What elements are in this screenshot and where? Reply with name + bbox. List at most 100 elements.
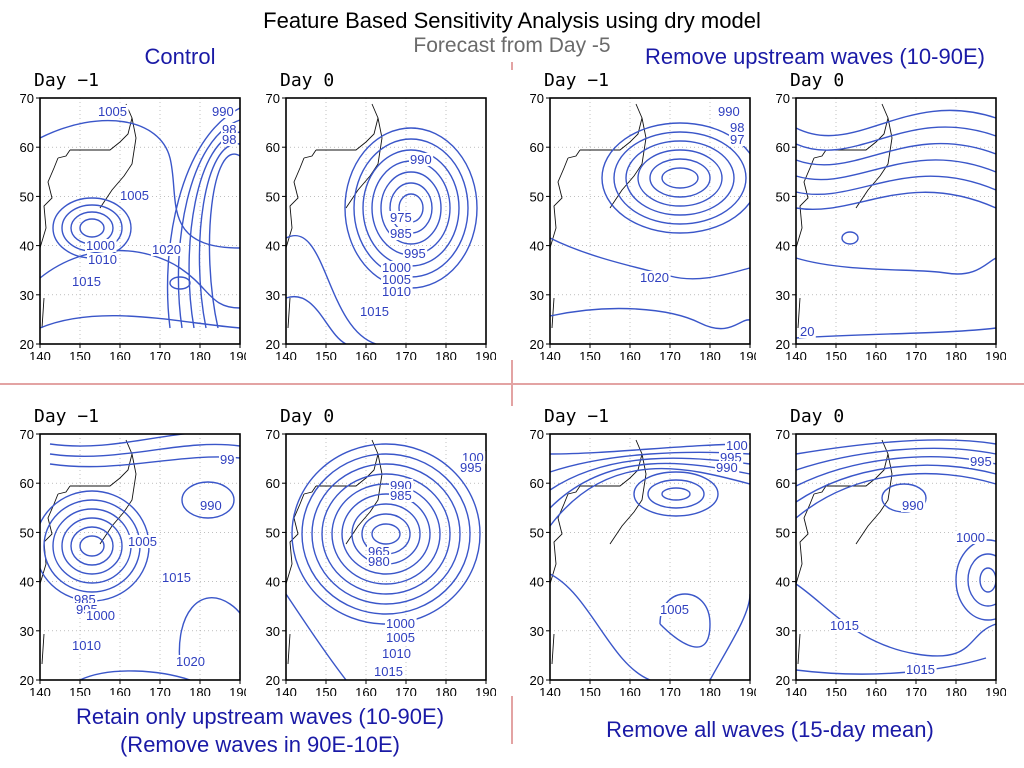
y-tick-label: 20 [530, 673, 544, 688]
contour-label-bg [71, 639, 103, 652]
contour-label-bg [373, 665, 405, 678]
isobar-contour [49, 443, 241, 457]
contour-label: 1010 [88, 252, 117, 267]
y-tick-label: 60 [20, 476, 34, 491]
contour-label-bg [175, 655, 207, 668]
frame-mask [996, 70, 1006, 360]
contour-map: Day 0 140 150 160 170 180 190 70 60 50 40 30 20 990 97… [246, 70, 496, 360]
map-panel: Day 0 140 150 160 170 180 190 70 60 50 40 30 20 100 99… [246, 406, 496, 696]
frame-mask [750, 406, 760, 696]
y-tick-label: 70 [266, 427, 280, 442]
plot-frame [549, 433, 751, 681]
x-tick-label: 180 [699, 685, 721, 696]
y-tick-label: 20 [266, 337, 280, 352]
day-label: Day −1 [544, 70, 609, 91]
isobar-contour [795, 142, 997, 166]
map-panel: Day 0 140 150 160 170 180 190 70 60 50 40 30 20 995 99… [756, 406, 1006, 696]
contour-label: 1005 [98, 104, 127, 119]
day-label: Day 0 [280, 70, 334, 91]
contour-label: 1000 [956, 530, 985, 545]
frame-mask [246, 406, 286, 696]
contour-label-bg [161, 571, 193, 584]
frame-mask [246, 406, 496, 434]
contour-label-bg [367, 555, 392, 568]
x-tick-label: 160 [619, 349, 641, 360]
contour-label: 98 [222, 132, 236, 147]
contour-label: 1015 [88, 694, 117, 696]
isobar-contour [181, 481, 235, 519]
frame-mask [510, 70, 550, 360]
map-panel: Day −1 140 150 160 170 180 190 70 60 50 40 30 20 100 9… [510, 406, 760, 696]
contour-label-bg [639, 271, 671, 284]
contour-label: 1015 [906, 662, 935, 677]
isobar-contour [198, 143, 241, 329]
contour-label: 1005 [382, 272, 411, 287]
isobar-contour [795, 109, 997, 137]
contour-label-bg [719, 451, 744, 464]
isobar-contour [795, 657, 987, 675]
isobar-contour [647, 479, 705, 509]
x-tick-label: 190 [739, 685, 760, 696]
day-label: Day 0 [790, 70, 844, 91]
y-tick-label: 30 [20, 624, 34, 639]
contour-map: Day 0 140 150 160 170 180 190 70 60 50 40 30 20 995 99… [756, 406, 1006, 696]
contour-label-bg [381, 261, 413, 274]
contour-label: 990 [718, 104, 740, 119]
y-tick-label: 30 [20, 288, 34, 303]
isobar-contour [177, 119, 241, 329]
isobar-contour [79, 535, 105, 557]
contour-label-bg [381, 285, 413, 298]
y-tick-label: 70 [776, 91, 790, 106]
contour-label-bg [359, 305, 391, 318]
coastline [39, 439, 137, 665]
contour-label: 1020 [640, 270, 669, 285]
contour-label-bg [389, 489, 414, 502]
y-tick-label: 40 [20, 239, 34, 254]
y-tick-label: 30 [776, 624, 790, 639]
y-tick-label: 50 [20, 525, 34, 540]
y-tick-label: 50 [530, 189, 544, 204]
frame-mask [0, 70, 40, 360]
contour-label-bg [381, 273, 413, 286]
x-tick-label: 150 [579, 685, 601, 696]
contour-label: 1020 [176, 654, 205, 669]
y-tick-label: 40 [776, 575, 790, 590]
contour-label-bg [715, 461, 740, 474]
isobar-contour [795, 257, 997, 275]
x-tick-label: 190 [985, 685, 1006, 696]
isobar-contour [795, 191, 997, 210]
contour-label-bg [127, 535, 159, 548]
x-tick-label: 170 [395, 685, 417, 696]
frame-mask [0, 406, 250, 434]
contour-label-bg [459, 461, 484, 474]
isobar-contour [341, 493, 431, 575]
coastline [795, 103, 893, 329]
isobar-contour [321, 473, 451, 595]
frame-mask [510, 680, 760, 696]
x-tick-label: 190 [229, 349, 250, 360]
day-label: Day −1 [34, 70, 99, 91]
quadrant-label-control: Control [144, 44, 216, 69]
contour-label-bg [403, 247, 428, 260]
contour-label: 1000 [86, 238, 115, 253]
x-tick-label: 170 [395, 349, 417, 360]
isobar-contour [371, 523, 401, 545]
y-tick-label: 30 [266, 624, 280, 639]
map-panel: Day −1 140 150 160 170 180 190 70 60 50 40 30 20 1005… [0, 70, 250, 360]
frame-mask [240, 406, 250, 696]
contour-label: 1005 [128, 534, 157, 549]
y-tick-label: 50 [20, 189, 34, 204]
contour-label: 100 [726, 438, 748, 453]
isobar-contour [169, 276, 191, 290]
contour-label: 1015 [830, 618, 859, 633]
y-tick-label: 30 [530, 288, 544, 303]
map-panel: Day −1 140 150 160 170 180 190 70 60 50 40 30 20 99 99… [0, 406, 250, 696]
contour-map: Day 0 140 150 160 170 180 190 70 60 50 40 30 20 20 [756, 70, 1006, 360]
isobar-contour [549, 307, 751, 330]
isobar-contour [649, 158, 711, 198]
isobar-contour [285, 234, 377, 345]
contour-label: 1005 [386, 630, 415, 645]
isobar-contour [549, 573, 651, 681]
contour-label: 99 [220, 452, 234, 467]
